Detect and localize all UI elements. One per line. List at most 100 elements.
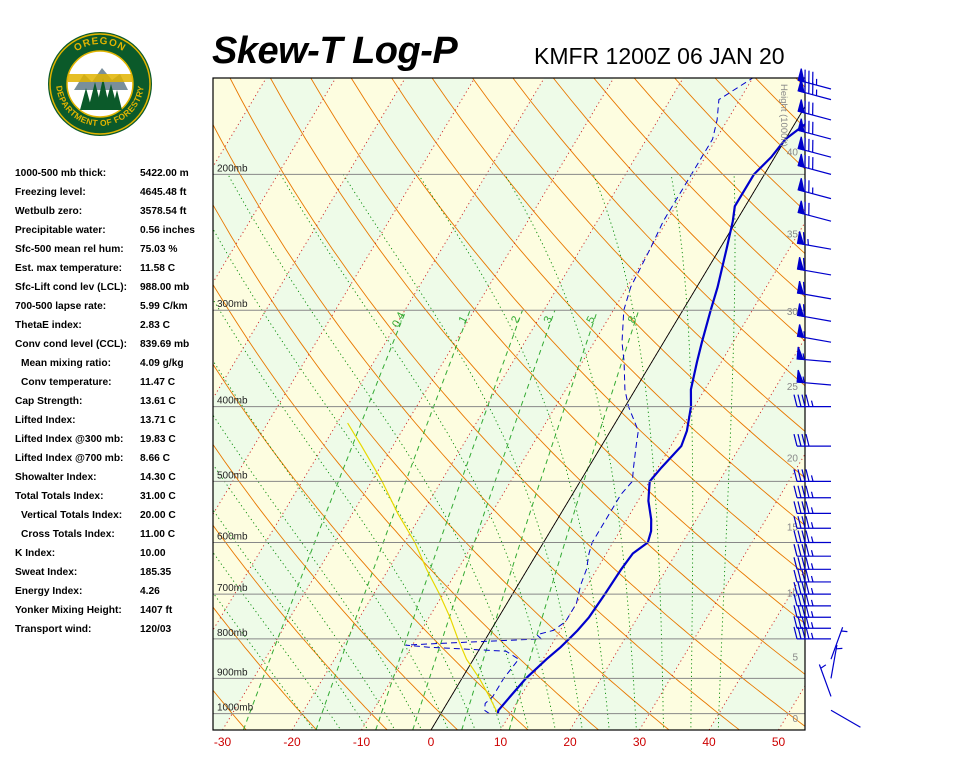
wind-barb [793,394,831,408]
isotherm-band [213,78,614,730]
wind-barb-pennant [796,369,805,384]
isotherm-line [361,78,754,730]
wind-barb [818,664,832,697]
index-value: 11.58 C [140,263,176,274]
wind-barb [797,153,832,175]
index-label: Mean mixing ratio: [21,358,112,369]
wind-barb [797,200,832,222]
index-value: 1407 ft [140,605,173,616]
index-label: Conv cond level (CCL): [15,339,128,350]
wind-barb-half-flag [810,507,814,514]
dry-adiabat-line [836,78,960,730]
wind-barb-flag [805,530,810,543]
wind-barb-flag [802,257,806,271]
wind-barb [793,485,831,499]
wind-barb-flag [802,304,806,317]
pressure-tick-label: 500mb [217,470,248,481]
index-row: Freezing level: 4645.48 ft [15,187,220,203]
temperature-tick-label: 40 [702,735,716,749]
mixing-ratio-label: 1 [457,314,470,325]
wind-barb-flag [797,469,802,482]
index-value: 11.47 C [140,377,176,388]
wind-barb-flag [793,605,798,618]
height-tick-label: 30 [787,307,799,318]
wind-barb-half-flag [810,632,814,640]
index-label: Lifted Index @700 mb: [15,453,124,464]
dry-adiabat-line [917,78,960,730]
mixing-ratio-label: 8 [626,314,639,325]
wind-barb [797,136,832,158]
wind-barb-flag [801,501,806,514]
wind-barb-flag [797,557,802,570]
wind-barb-staff [830,644,838,679]
index-row: Sfc-Lift cond lev (LCL): 988.00 mb [15,282,220,298]
index-value: 839.69 mb [140,339,190,350]
index-row: Lifted Index @300 mb: 19.83 C [15,434,220,450]
wind-barb-flag [797,501,802,514]
index-label: Lifted Index @300 mb: [15,434,124,445]
index-row: Sweat Index: 185.35 [15,567,220,583]
index-label: Est. max temperature: [15,263,123,274]
wind-barb-half-flag [810,622,814,629]
wind-barb-flag [801,516,806,529]
wind-barb-flag [793,501,798,514]
wind-barb-flag [805,501,810,514]
index-label: Yonker Mixing Height: [15,605,122,616]
temperature-trace [496,122,805,714]
index-row: Lifted Index: 13.71 C [15,415,220,431]
pressure-tick-label: 900mb [217,667,248,678]
wind-barb-pennant [797,136,805,151]
index-label: Freezing level: [15,187,86,198]
wind-barb-flag [793,593,798,607]
temperature-tick-label: -30 [214,735,232,749]
wind-barb-flag [805,516,810,529]
wind-barb [830,644,843,679]
wind-barb [796,346,832,363]
wind-barb-flag [801,469,806,482]
index-value: 13.61 C [140,396,176,407]
moist-adiabat-line [213,414,423,730]
index-row: 700-500 lapse rate: 5.99 C/km [15,301,220,317]
wind-barb-pennant [796,280,805,295]
wind-barb [797,178,832,200]
wind-barb-staff [818,664,832,697]
wind-barb [796,324,832,343]
index-label: 1000-500 mb thick: [15,168,107,179]
wind-barb-pennant [797,178,805,193]
index-value: 75.03 % [140,244,178,255]
index-label: Sfc-500 mean rel hum: [15,244,124,255]
wind-barb-flag [797,394,802,407]
index-label: 700-500 lapse rate: [15,301,107,312]
wind-barb-flag [801,544,806,557]
temperature-tick-label: 0 [428,735,435,749]
height-axis-title: Height (1000ft) [778,84,789,147]
index-value: 20.00 C [140,510,176,521]
wind-barb-half-flag [810,522,814,529]
wind-barb [793,593,831,607]
index-value: 11.00 C [140,529,176,540]
index-row: Cross Totals Index: 11.00 C [15,529,220,545]
index-row: Transport wind: 120/03 [15,624,220,640]
wind-barb [830,627,848,660]
pressure-tick-label: 800mb [217,628,248,639]
wind-barb [793,605,831,618]
index-row: Conv cond level (CCL): 839.69 mb [15,339,220,355]
wind-barb-flag [793,516,798,529]
isotherm-band [0,78,197,730]
height-tick-label: 35 [787,229,799,240]
index-row: Mean mixing ratio: 4.09 g/kg [15,358,220,374]
wind-barb [793,544,831,557]
freezing-isotherm [430,105,805,730]
wind-barb-flag [793,569,798,583]
index-value: 10.00 [140,548,166,559]
index-value: 13.71 C [140,415,176,426]
index-value: 19.83 C [140,434,176,445]
index-row: K Index: 10.00 [15,548,220,564]
index-value: 14.30 C [140,472,176,483]
wind-barb-flag [805,593,810,607]
plot-area [0,78,960,730]
station-time-label: KMFR 1200Z 06 JAN 20 [534,43,785,69]
index-value: 120/03 [140,624,172,635]
index-label: Cross Totals Index: [21,529,115,540]
moist-adiabat-line [213,551,342,730]
